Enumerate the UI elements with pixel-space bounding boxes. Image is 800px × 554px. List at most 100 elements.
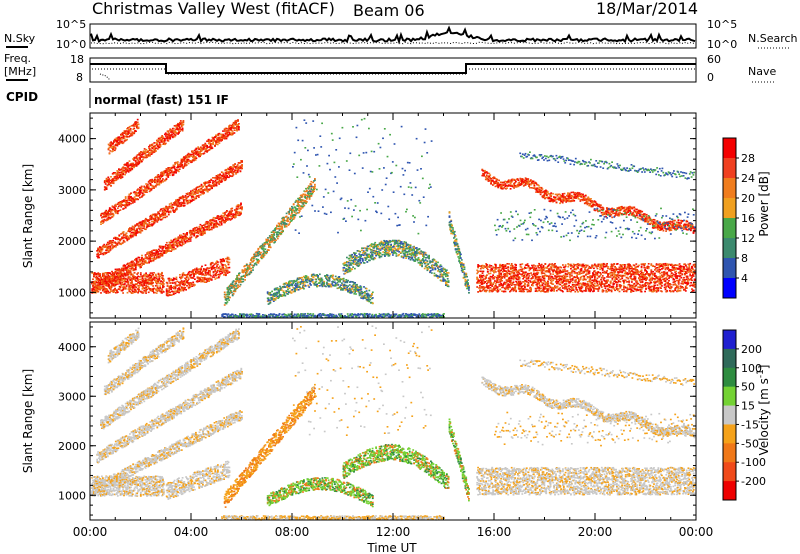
- echo-cell: [185, 198, 188, 200]
- echo-cell: [195, 267, 198, 270]
- echo-cell: [164, 171, 167, 174]
- echo-cell: [285, 225, 288, 228]
- echo-cell: [209, 273, 211, 275]
- echo-cell: [176, 280, 179, 283]
- echo-cell: [205, 182, 208, 184]
- echo-cell: [107, 272, 109, 274]
- echo-cell: [194, 155, 197, 158]
- echo-cell: [237, 280, 239, 282]
- echo-cell: [100, 292, 102, 294]
- echo-cell: [92, 280, 95, 283]
- echo-cell: [238, 272, 241, 274]
- echo-cell: [107, 243, 110, 246]
- echo-cell: [306, 190, 308, 193]
- echo-cell: [217, 263, 219, 266]
- echo-cell: [119, 239, 122, 242]
- echo-cell: [253, 264, 255, 267]
- echo-cell: [141, 225, 144, 227]
- echo-cell: [222, 267, 225, 269]
- echo-cell: [165, 178, 168, 180]
- echo-cell: [109, 179, 111, 182]
- echo-cell: [187, 201, 190, 203]
- echo-cell: [162, 213, 165, 216]
- echo-cell: [241, 208, 243, 211]
- echo-cell: [131, 292, 134, 294]
- echo-cell: [101, 248, 104, 251]
- echo-cell: [202, 227, 204, 229]
- echo-cell: [206, 190, 209, 193]
- nsky-left-tick-top: 10^5: [56, 18, 86, 31]
- echo-cell: [168, 132, 171, 135]
- echo-cell: [276, 295, 279, 298]
- echo-cell: [138, 286, 140, 289]
- echo-cell: [167, 130, 170, 132]
- echo-cell: [145, 284, 147, 287]
- echo-cell: [103, 213, 106, 216]
- echo-cell: [167, 213, 170, 216]
- echo-cell: [236, 170, 239, 172]
- echo-cell: [178, 202, 181, 204]
- nsky-panel: N.Sky 10^5 10^0 10^5 10^0 N.Search: [4, 18, 798, 51]
- echo-cell: [162, 278, 165, 281]
- echo-cell: [297, 289, 300, 291]
- echo-cell: [184, 235, 187, 237]
- echo-cell: [168, 250, 171, 252]
- echo-cell: [210, 279, 213, 281]
- echo-cell: [122, 268, 125, 270]
- echo-cell: [225, 299, 228, 301]
- echo-cell: [211, 187, 213, 190]
- echo-cell: [187, 195, 190, 198]
- echo-cell: [152, 220, 155, 223]
- echo-cell: [112, 150, 114, 152]
- echo-cell: [294, 214, 297, 217]
- echo-cell: [217, 276, 220, 279]
- echo-cell: [142, 259, 144, 262]
- echo-cell: [223, 215, 226, 217]
- echo-cell: [171, 133, 173, 135]
- echo-cell: [136, 157, 139, 160]
- echo-cell: [157, 287, 160, 290]
- echo-cell: [231, 210, 234, 212]
- echo-cell: [291, 284, 294, 287]
- echo-cell: [162, 216, 165, 219]
- echo-cell: [224, 176, 227, 178]
- echo-cell: [180, 239, 183, 242]
- echo-cell: [212, 177, 214, 179]
- echo-cell: [218, 221, 221, 223]
- echo-cell: [133, 159, 135, 161]
- echo-cell: [148, 151, 150, 154]
- echo-cell: [109, 214, 112, 216]
- echo-cell: [112, 273, 114, 276]
- echo-cell: [173, 278, 176, 280]
- echo-cell: [212, 265, 215, 267]
- echo-cell: [189, 201, 191, 204]
- echo-cell: [150, 255, 153, 257]
- echo-cell: [143, 284, 146, 286]
- echo-cell: [103, 189, 106, 191]
- echo-cell: [234, 215, 237, 217]
- echo-cell: [109, 245, 112, 247]
- echo-cell: [224, 269, 226, 272]
- echo-cell: [118, 273, 121, 276]
- echo-cell: [116, 244, 119, 246]
- echo-cell: [107, 290, 109, 293]
- echo-cell: [100, 223, 102, 225]
- echo-cell: [108, 250, 111, 252]
- echo-cell: [123, 265, 126, 268]
- echo-cell: [220, 222, 223, 224]
- echo-cell: [114, 241, 116, 243]
- echo-cell: [183, 202, 186, 205]
- echo-cell: [301, 195, 304, 198]
- echo-cell: [159, 136, 162, 139]
- echo-cell: [298, 207, 300, 209]
- echo-cell: [180, 280, 183, 282]
- echo-cell: [189, 155, 192, 157]
- echo-cell: [267, 237, 269, 239]
- echo-cell: [144, 220, 146, 223]
- echo-cell: [196, 235, 199, 237]
- echo-cell: [212, 181, 214, 184]
- echo-cell: [199, 231, 202, 233]
- echo-cell: [124, 234, 127, 237]
- echo-cell: [230, 291, 233, 294]
- echo-cell: [147, 185, 150, 188]
